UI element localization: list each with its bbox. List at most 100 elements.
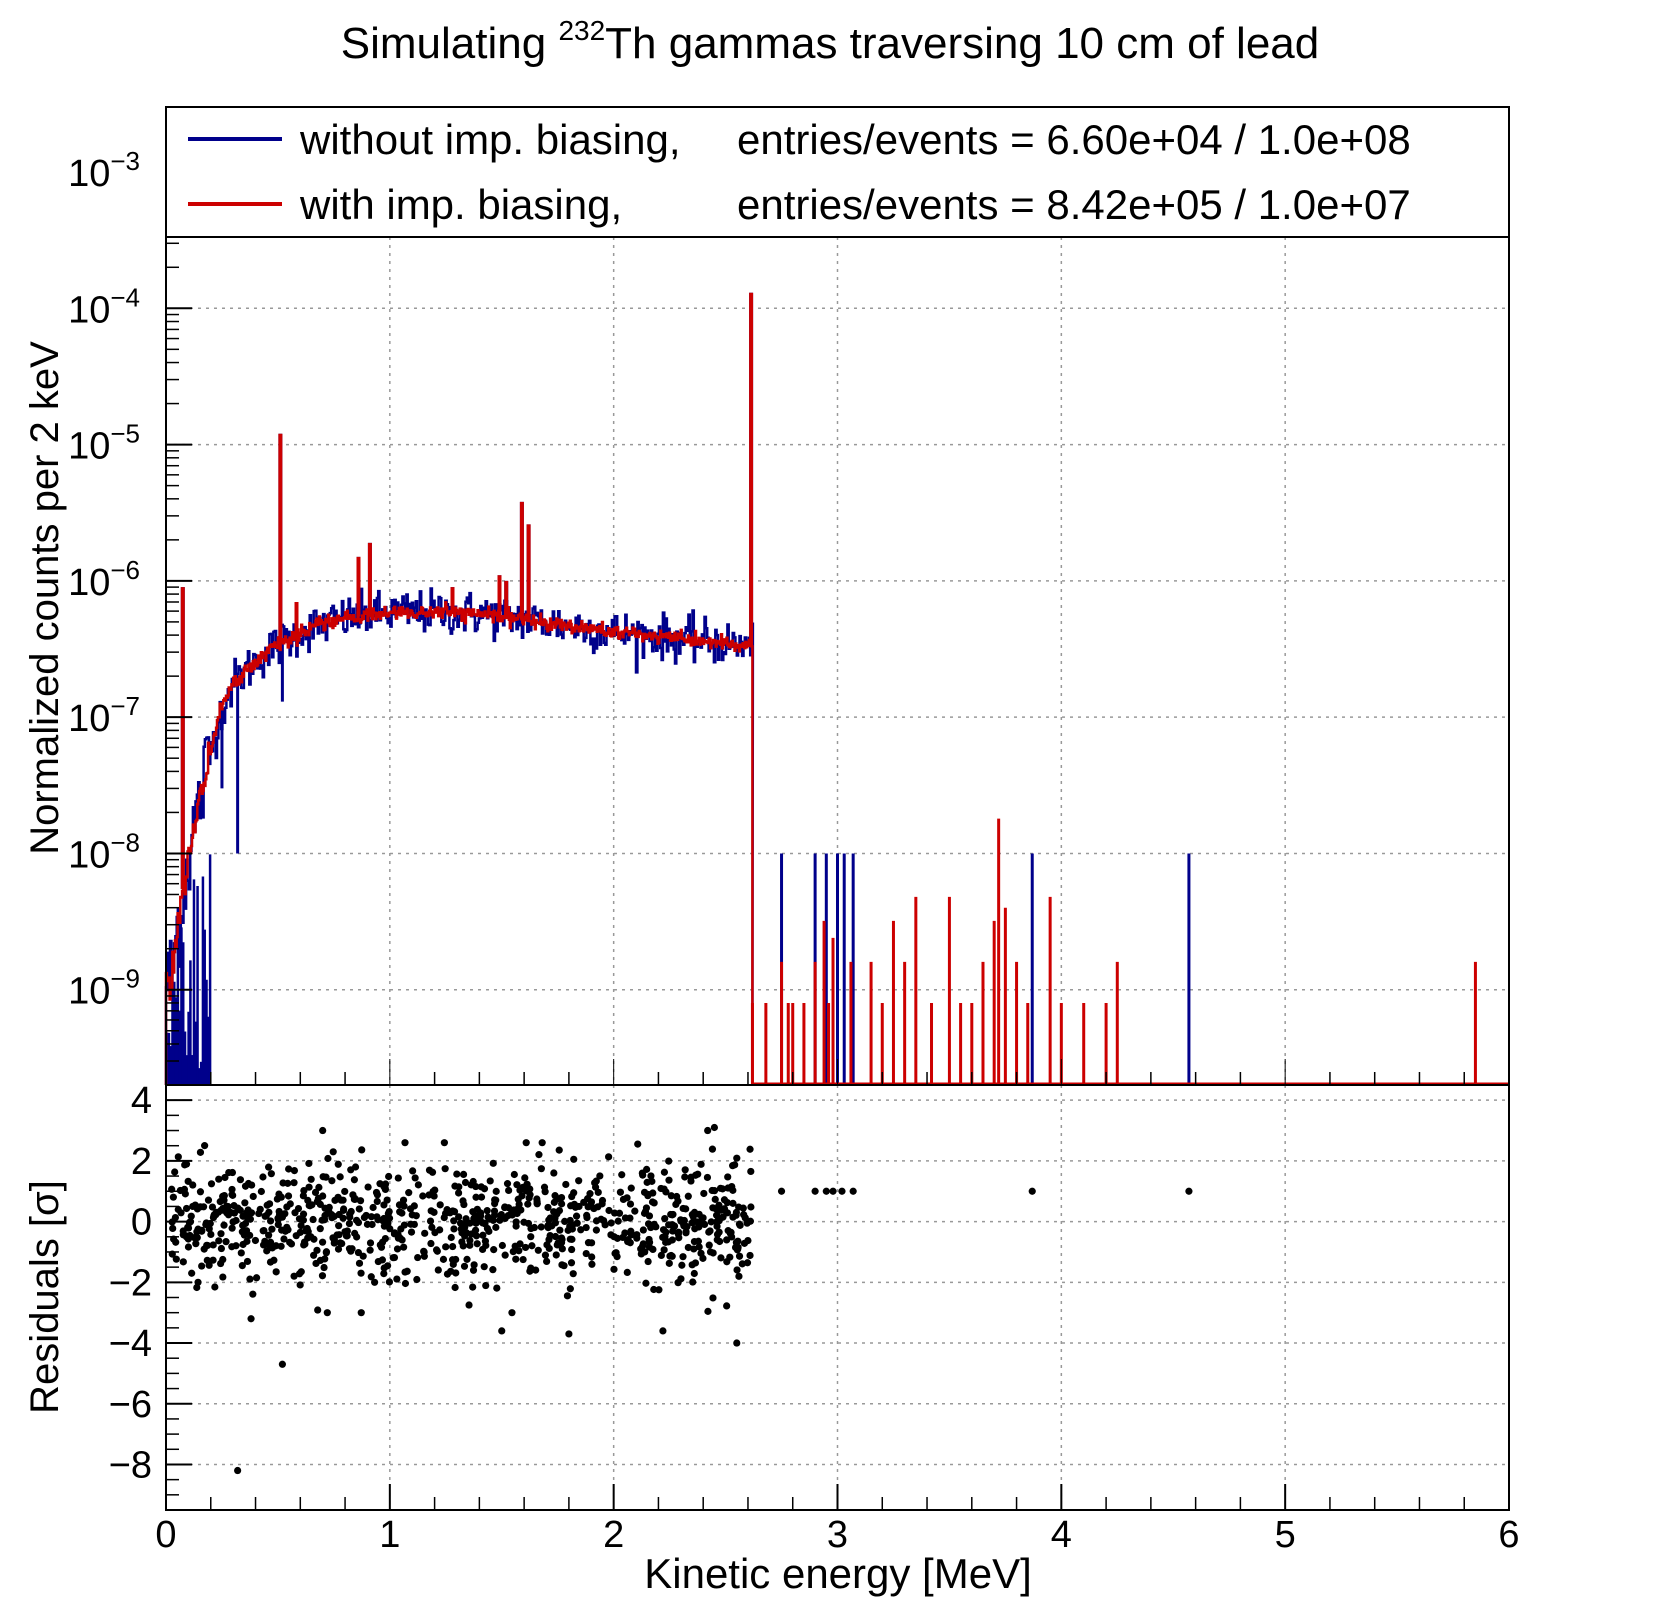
residual-point xyxy=(746,1217,755,1225)
residual-point xyxy=(473,1240,481,1248)
residual-point xyxy=(187,1212,195,1220)
residual-point xyxy=(544,1203,552,1212)
residual-point xyxy=(626,1239,634,1247)
residual-point xyxy=(476,1212,485,1220)
residual-point xyxy=(364,1183,372,1191)
residual-point xyxy=(353,1233,361,1241)
residual-point xyxy=(411,1174,419,1182)
residual-point xyxy=(659,1327,667,1335)
residual-point xyxy=(538,1139,546,1147)
residual-point xyxy=(633,1231,641,1239)
residual-tick-label: −6 xyxy=(109,1384,152,1426)
residual-point xyxy=(667,1192,675,1200)
residual-point xyxy=(334,1245,343,1253)
residual-point xyxy=(430,1208,438,1216)
residual-point xyxy=(318,1238,327,1246)
residual-point xyxy=(305,1159,313,1168)
residual-point xyxy=(248,1181,256,1189)
residual-point xyxy=(713,1218,721,1226)
residual-point xyxy=(521,1174,529,1182)
residual-point xyxy=(613,1234,622,1242)
residual-point xyxy=(697,1160,705,1168)
residual-point xyxy=(659,1233,667,1241)
residual-point xyxy=(592,1177,600,1185)
residual-point xyxy=(731,1161,739,1169)
residual-point xyxy=(592,1217,601,1225)
residual-point xyxy=(305,1183,313,1191)
residual-point xyxy=(718,1185,727,1193)
residual-point xyxy=(528,1242,536,1250)
residual-point xyxy=(710,1123,718,1132)
residual-point xyxy=(278,1226,286,1234)
residual-point xyxy=(272,1268,280,1276)
residual-point xyxy=(472,1232,481,1240)
residual-point xyxy=(355,1259,364,1267)
residual-point xyxy=(428,1223,436,1231)
residual-point xyxy=(733,1339,741,1347)
residual-point xyxy=(732,1211,740,1219)
residual-point xyxy=(309,1215,317,1224)
residual-point xyxy=(393,1245,402,1253)
residual-point xyxy=(699,1254,707,1262)
residual-point xyxy=(312,1259,320,1268)
residual-point xyxy=(469,1266,478,1274)
residual-point xyxy=(216,1198,224,1206)
legend-stats-without: entries/events = 6.60e+04 / 1.0e+08 xyxy=(737,116,1411,163)
residual-point xyxy=(569,1270,577,1278)
residual-point xyxy=(482,1241,490,1250)
residual-point xyxy=(255,1209,263,1218)
residual-point xyxy=(303,1224,311,1233)
residual-point xyxy=(703,1173,712,1182)
residual-point xyxy=(345,1219,354,1228)
residual-point xyxy=(642,1204,651,1212)
residual-point xyxy=(442,1243,450,1251)
residual-point xyxy=(849,1187,857,1195)
residual-point xyxy=(246,1231,254,1239)
residual-point xyxy=(283,1203,291,1211)
residual-point xyxy=(319,1126,327,1135)
residual-point xyxy=(273,1195,281,1203)
residual-point xyxy=(172,1238,180,1246)
residual-point xyxy=(278,1360,286,1368)
residual-point xyxy=(577,1226,585,1234)
residual-point xyxy=(741,1214,749,1222)
series-continuum xyxy=(164,601,754,1085)
residual-point xyxy=(384,1209,392,1218)
residual-point xyxy=(366,1239,375,1247)
x-tick-label: 6 xyxy=(1498,1514,1519,1556)
residual-point xyxy=(319,1192,327,1200)
residual-point xyxy=(657,1184,665,1193)
residual-point xyxy=(459,1170,468,1179)
residual-point xyxy=(667,1251,675,1260)
residual-point xyxy=(217,1244,226,1253)
x-tick-labels: 0 1 2 3 4 5 6 xyxy=(155,1514,1519,1556)
residual-point xyxy=(244,1206,252,1214)
residual-point xyxy=(443,1270,452,1278)
residual-point xyxy=(838,1187,846,1195)
top-series xyxy=(164,292,1509,1086)
residual-point xyxy=(515,1247,523,1255)
chart-title-superscript: 232 xyxy=(558,15,605,46)
residual-point xyxy=(498,1327,506,1335)
residual-point xyxy=(584,1195,592,1203)
residual-point xyxy=(203,1241,211,1249)
residual-point xyxy=(318,1216,326,1224)
residual-point xyxy=(192,1240,200,1248)
residual-point xyxy=(509,1247,517,1256)
residual-point xyxy=(570,1155,578,1163)
residual-point xyxy=(707,1218,715,1226)
residual-point xyxy=(324,1154,332,1163)
residual-point xyxy=(552,1251,560,1259)
residual-point xyxy=(720,1206,728,1214)
residual-point xyxy=(290,1166,299,1175)
residual-point xyxy=(527,1224,535,1233)
residual-point xyxy=(266,1217,275,1225)
residual-point xyxy=(564,1226,572,1234)
residual-point xyxy=(307,1175,315,1183)
residual-point xyxy=(645,1235,653,1244)
residual-point xyxy=(501,1203,509,1211)
residual-point xyxy=(712,1211,721,1219)
residual-point xyxy=(236,1176,245,1184)
residual-point xyxy=(323,1309,331,1317)
residual-point xyxy=(357,1269,365,1277)
